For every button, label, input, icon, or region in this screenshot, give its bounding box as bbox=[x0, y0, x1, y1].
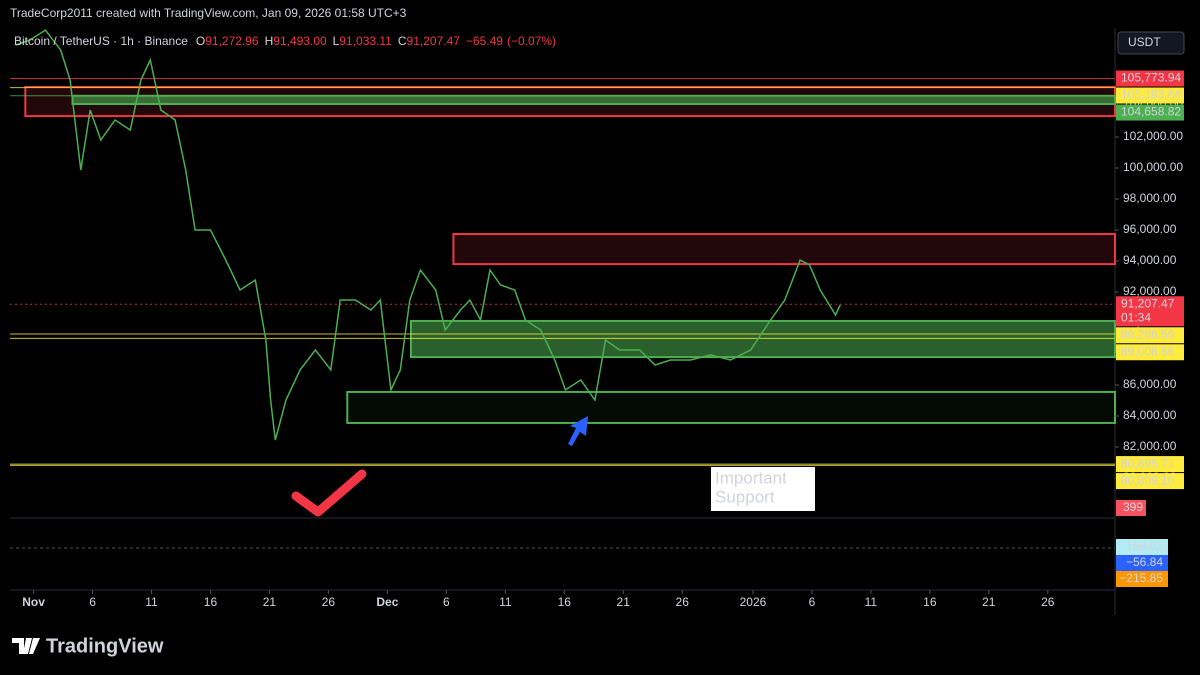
price-label-box bbox=[1116, 456, 1184, 473]
y-tick-label: 94,000.00 bbox=[1123, 253, 1177, 267]
symbol: Bitcoin / TetherUS · 1h · Binance bbox=[14, 34, 188, 48]
annotation-box bbox=[711, 467, 815, 511]
y-tick-label: 96,000.00 bbox=[1123, 222, 1177, 236]
y-tick-label: 82,000.00 bbox=[1123, 439, 1177, 453]
ohlc-prefix: O bbox=[196, 34, 205, 48]
x-tick-label: 16 bbox=[558, 595, 572, 609]
price-label-box bbox=[1116, 87, 1184, 104]
zone bbox=[71, 94, 1116, 106]
zone bbox=[346, 390, 1116, 424]
currency-box[interactable] bbox=[1117, 31, 1185, 55]
zones bbox=[24, 85, 1117, 424]
series bbox=[15, 29, 841, 441]
levels bbox=[10, 78, 1115, 466]
x-tick-label: 26 bbox=[676, 595, 690, 609]
annotation: Important bbox=[715, 468, 787, 487]
x-tick-label: 6 bbox=[809, 595, 816, 609]
price-label-box bbox=[1116, 344, 1184, 361]
indicator-label: −215.85 bbox=[1119, 571, 1163, 585]
x-tick-label: 21 bbox=[263, 595, 277, 609]
price-label: 80,809.10 bbox=[1121, 473, 1175, 487]
y-tick-label: 86,000.00 bbox=[1123, 377, 1177, 391]
price-label-box bbox=[1116, 296, 1184, 327]
price-label-box bbox=[1116, 104, 1184, 121]
brand-logo bbox=[12, 638, 40, 654]
price-label: 91,207.47 bbox=[1121, 296, 1175, 310]
volume-label: 399 bbox=[1123, 500, 1143, 514]
indicator-label: −56.84 bbox=[1126, 555, 1163, 569]
legend: Bitcoin / TetherUS · 1h · Binance O91,272… bbox=[14, 34, 556, 48]
price-label: 89,008.56 bbox=[1121, 344, 1175, 358]
price-label: 80,895.71 bbox=[1121, 456, 1175, 470]
ohlc-value: 91,493.00 bbox=[273, 34, 327, 48]
x-tick-label: 21 bbox=[982, 595, 996, 609]
ohlc-prefix: H bbox=[265, 34, 274, 48]
currency: USDT bbox=[1128, 35, 1161, 49]
price-label-box bbox=[1116, 70, 1184, 87]
ohlc-value: 91,272.96 bbox=[205, 34, 259, 48]
y-tick-label: 102,000.00 bbox=[1123, 129, 1183, 143]
y-tick-label: 98,000.00 bbox=[1123, 191, 1177, 205]
indicator-label-box bbox=[1116, 571, 1168, 587]
y-tick-label: 100,000.00 bbox=[1123, 160, 1183, 174]
check-mark bbox=[291, 469, 367, 517]
arrow bbox=[568, 416, 588, 446]
x-tick-label: 26 bbox=[1041, 595, 1055, 609]
price-label-box bbox=[1116, 327, 1184, 344]
x-tick-label: 26 bbox=[322, 595, 336, 609]
x-tick-label: Nov bbox=[22, 595, 45, 609]
price-label: 89,286.59 bbox=[1121, 327, 1175, 341]
x-tick-label: Dec bbox=[376, 595, 398, 609]
indicator-label-box bbox=[1116, 539, 1168, 555]
change: −65.49 bbox=[466, 34, 503, 48]
countdown: 01:34 bbox=[1121, 310, 1151, 324]
ohlc-prefix: C bbox=[398, 34, 407, 48]
volume-label-box bbox=[1116, 500, 1146, 516]
price-line bbox=[15, 29, 841, 441]
indicator-label-box bbox=[1116, 555, 1168, 571]
annotation: Support bbox=[715, 487, 775, 506]
price-label-box bbox=[1116, 473, 1184, 490]
header: TradeCorp2011 created with TradingView.c… bbox=[10, 6, 407, 20]
x-tick-label: 16 bbox=[923, 595, 937, 609]
price-label: 105,773.94 bbox=[1121, 71, 1181, 85]
x-tick-label: 11 bbox=[145, 595, 158, 609]
footer bbox=[0, 615, 1200, 675]
price-label: 104,658.82 bbox=[1121, 105, 1181, 119]
x-tick-label: 16 bbox=[204, 595, 218, 609]
ohlc-value: 91,033.11 bbox=[339, 34, 392, 48]
zone bbox=[452, 233, 1116, 266]
zone bbox=[409, 319, 1116, 359]
y-tick-label: 92,000.00 bbox=[1123, 284, 1177, 298]
axes: 80,000.0082,000.0084,000.0086,000.0088,0… bbox=[22, 70, 1184, 609]
indicator-label: 159.01 bbox=[1126, 539, 1163, 553]
x-tick-label: 11 bbox=[865, 595, 878, 609]
brand: TradingView bbox=[46, 635, 164, 657]
x-tick-label: 2026 bbox=[740, 595, 767, 609]
x-tick-label: 6 bbox=[443, 595, 450, 609]
x-tick-label: 6 bbox=[89, 595, 96, 609]
price-label: 105,183.64 bbox=[1121, 88, 1181, 102]
y-tick-label: 84,000.00 bbox=[1123, 408, 1177, 422]
ohlc-value: 91,207.47 bbox=[407, 34, 461, 48]
ohlc-prefix: L bbox=[333, 34, 340, 48]
x-tick-label: 21 bbox=[617, 595, 631, 609]
change-pct: (−0.07%) bbox=[507, 34, 556, 48]
x-tick-label: 11 bbox=[499, 595, 512, 609]
